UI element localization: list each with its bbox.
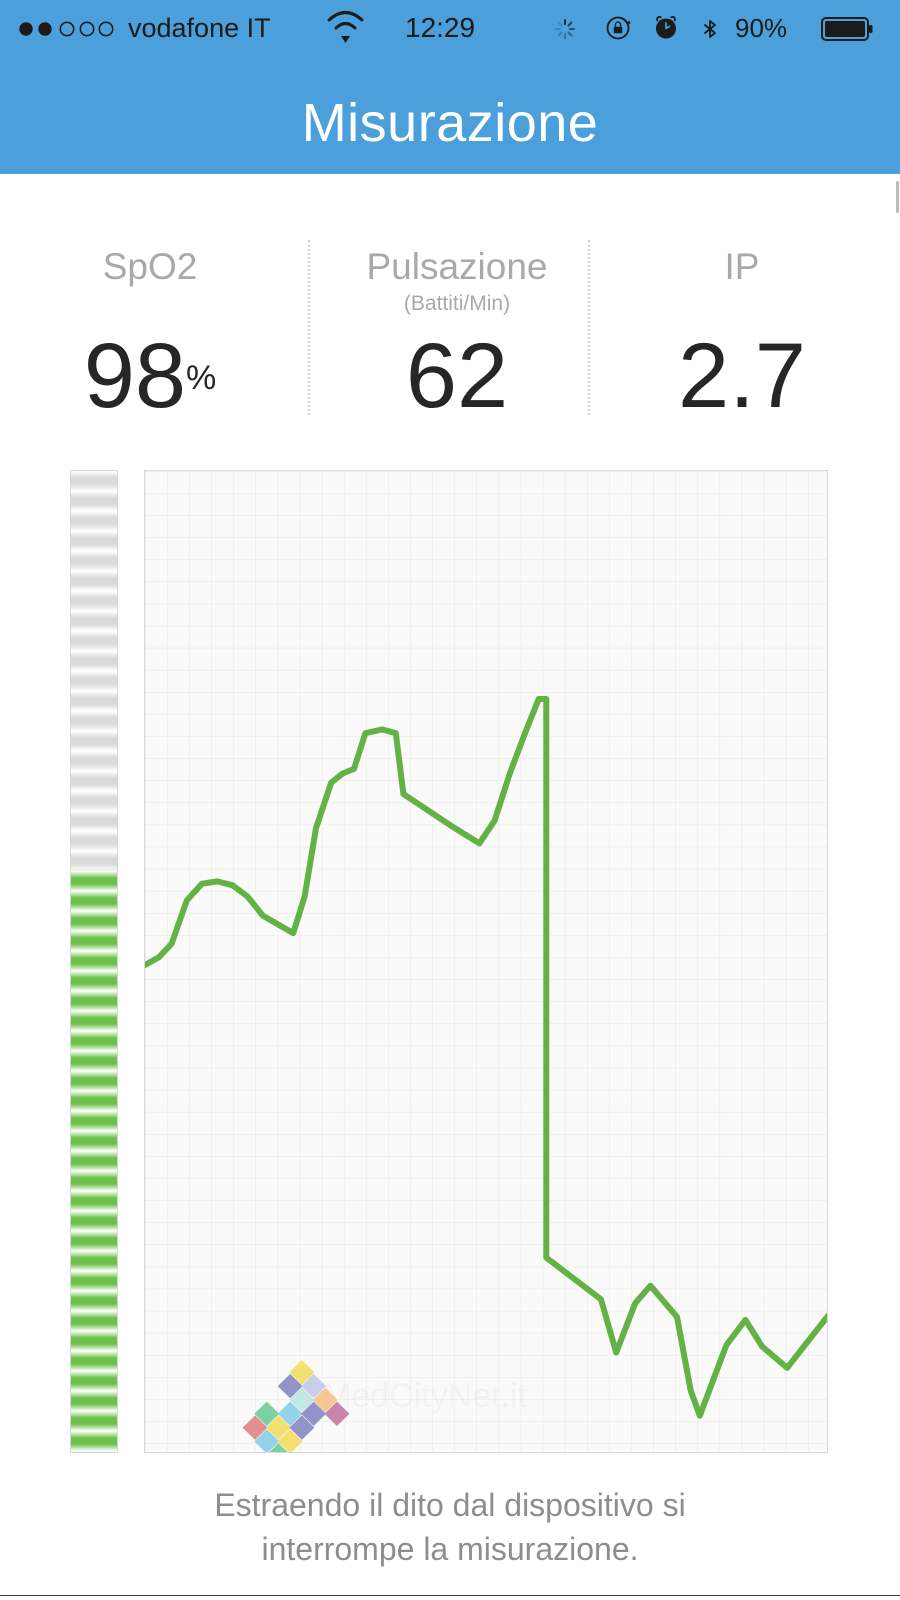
svg-text:12:29: 12:29	[405, 12, 475, 43]
svg-text:90%: 90%	[735, 13, 787, 43]
svg-text:vodafone IT: vodafone IT	[128, 13, 271, 43]
svg-text:MedCityNet.it: MedCityNet.it	[323, 1377, 528, 1415]
